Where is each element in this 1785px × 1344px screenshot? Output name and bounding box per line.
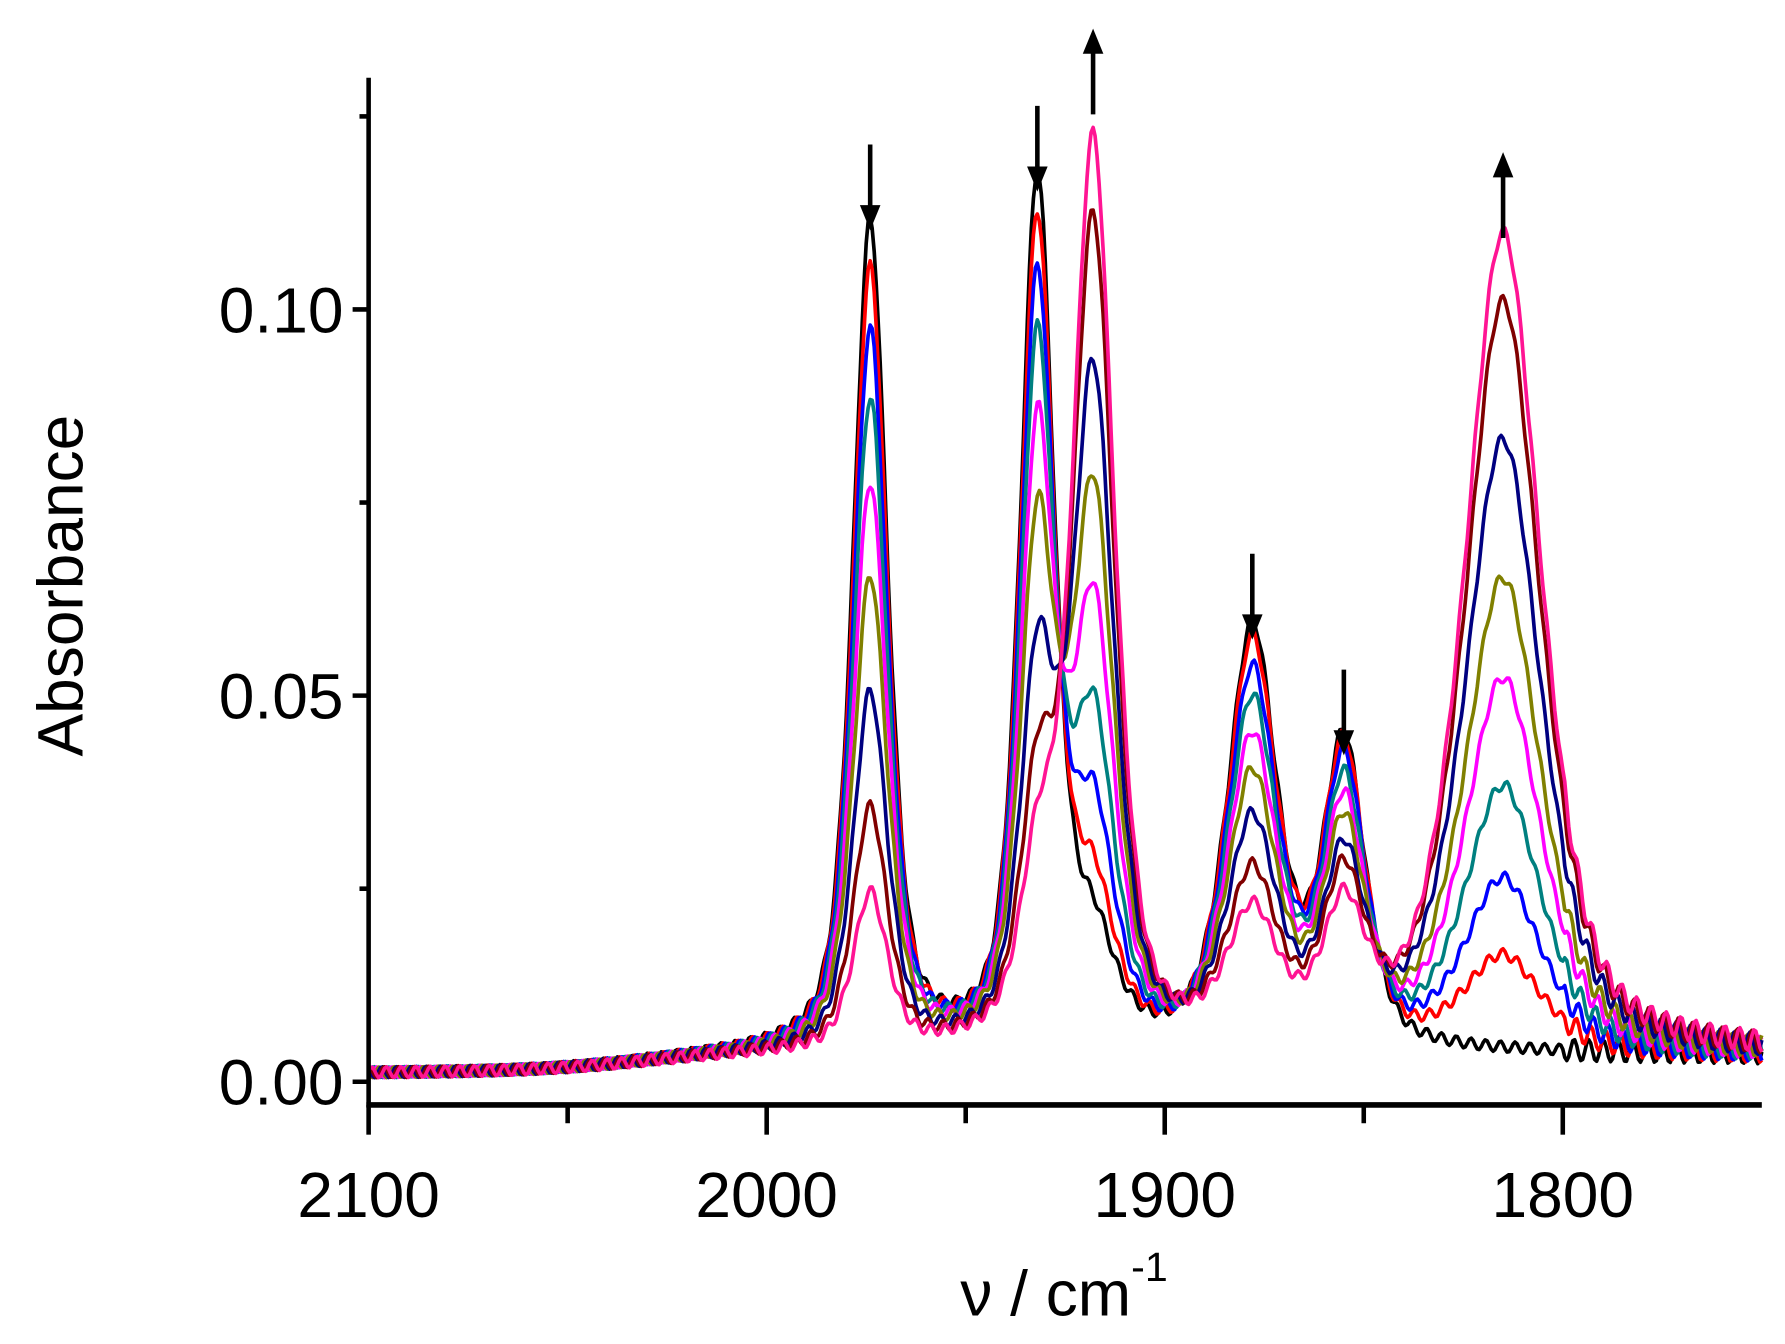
- x-axis-title-main: ν / cm: [960, 1257, 1131, 1329]
- spectra-curves: [366, 125, 1764, 1080]
- arrow-up-icon: [1082, 28, 1104, 115]
- arrow-down-icon: [859, 144, 881, 231]
- y-tick-label: 0.00: [219, 1047, 344, 1119]
- y-axis-title: Absorbance: [25, 415, 97, 757]
- tick-labels: 2100 2000 1900 1800 0.00 0.05 0.10: [219, 274, 1634, 1231]
- x-tick-label: 1900: [1093, 1159, 1235, 1231]
- x-axis-title: ν / cm-1: [960, 1244, 1167, 1329]
- x-tick-label: 2000: [695, 1159, 837, 1231]
- y-tick-label: 0.05: [219, 660, 344, 732]
- arrow-down-icon: [1242, 553, 1263, 640]
- arrow-up-icon: [1492, 152, 1514, 238]
- x-tick-label: 2100: [297, 1159, 439, 1231]
- x-tick-label: 1800: [1492, 1159, 1634, 1231]
- y-tick-label: 0.10: [219, 274, 344, 346]
- spectrum-curve-7: [366, 356, 1764, 1080]
- arrow-down-icon: [1027, 105, 1048, 192]
- arrow-down-icon: [1333, 669, 1355, 756]
- x-axis-title-superscript: -1: [1131, 1244, 1168, 1290]
- spectrum-curve-9: [367, 125, 1764, 1080]
- trend-arrows: [859, 28, 1514, 756]
- axes: [352, 77, 1762, 1135]
